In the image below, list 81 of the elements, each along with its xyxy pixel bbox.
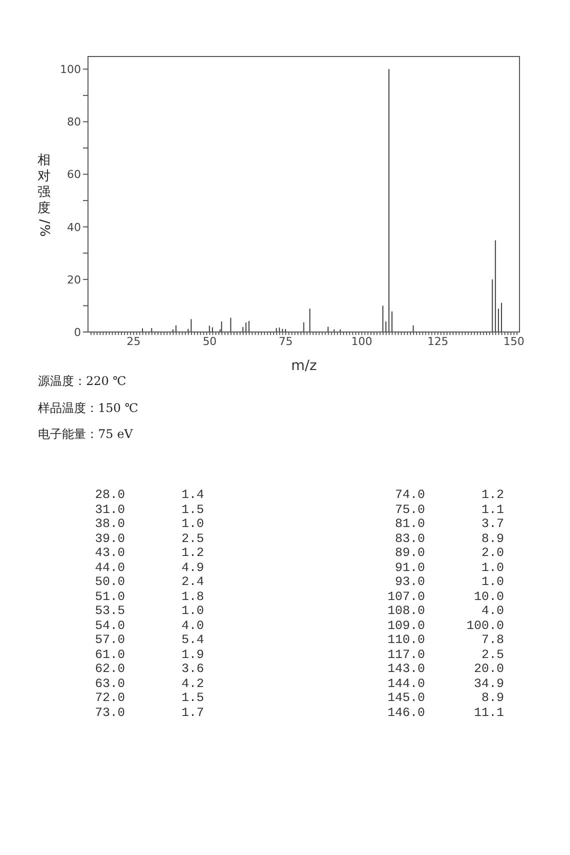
text: 1.0 [181,604,204,618]
x-tick-label: 100 [351,334,372,348]
text: 1.0 [181,517,204,531]
category-label: 61.0 [94,648,125,662]
category-label: 50.0 [94,575,125,590]
category-label: 28.0 [94,488,125,502]
text: 8.9 [481,691,504,705]
x-tick-label: 150 [503,334,524,348]
category-label: 89.0 [394,546,425,560]
y-tick-label: 60 [67,168,81,182]
text: 20.0 [474,662,504,676]
text: 1.0 [481,560,504,574]
text: 1.8 [181,590,204,604]
text: 4.9 [181,560,204,574]
category-label: 74.0 [394,488,425,502]
text: 1.5 [181,502,204,516]
category-label: 83.0 [394,532,425,546]
category-label: 93.0 [394,575,425,590]
text: 1.1 [481,502,504,516]
category-label: 43.0 [94,546,125,560]
text: 样品温度：150 ℃ [38,400,138,416]
category-label: 117.0 [386,648,425,662]
text: 3.7 [481,517,504,531]
category-label: 75.0 [394,502,425,517]
category-label: 146.0 [386,706,425,720]
text: 34.9 [474,676,504,690]
text: 1.9 [181,648,204,662]
y-tick-label: 40 [67,220,81,234]
x-axis-title: m/z [291,358,317,374]
category-label: 143.0 [386,662,425,676]
category-label: 110.0 [386,633,425,648]
category-label: 51.0 [94,590,125,604]
category-label: 81.0 [394,517,425,532]
category-label: 144.0 [386,676,425,691]
y-tick-label: 80 [67,116,81,129]
text: 1.7 [181,706,204,720]
category-label: 39.0 [94,532,125,546]
category-label: 62.0 [94,662,125,676]
text: 7.8 [481,633,504,647]
category-label: 44.0 [94,560,125,575]
text: 100.0 [466,618,504,632]
text: 2.5 [181,532,204,546]
x-tick-label: 75 [278,334,293,348]
category-label: 63.0 [94,676,125,691]
text: 3.6 [181,662,204,676]
text: 10.0 [474,590,504,604]
x-tick-label: 125 [427,334,448,348]
text: 1.5 [181,691,204,705]
category-label: 53.5 [94,604,125,618]
text: 4.2 [181,676,204,690]
text: 电子能量：75 eV [38,426,133,442]
y-axis-title: 相对强度/% [36,153,52,238]
text: 1.4 [181,488,204,502]
x-tick-label: 50 [202,334,217,348]
text: 5.4 [181,633,204,647]
text: 2.4 [181,575,204,589]
category-label: 38.0 [94,517,125,532]
category-label: 54.0 [94,618,125,633]
category-label: 57.0 [94,633,125,648]
text: 1.2 [181,546,204,560]
category-label: 31.0 [94,502,125,517]
y-tick-label: 0 [74,326,81,339]
category-label: 108.0 [386,604,425,618]
text: 4.0 [481,604,504,618]
y-tick-label: 20 [67,273,81,286]
category-label: 91.0 [394,560,425,575]
text: 1.0 [481,575,504,589]
x-tick-label: 25 [126,334,141,348]
category-label: 73.0 [94,706,125,720]
text: 2.5 [481,648,504,662]
text: 1.2 [481,488,504,502]
y-tick-label: 100 [60,63,81,76]
text: 8.9 [481,532,504,546]
text: 4.0 [181,618,204,632]
category-label: 145.0 [386,691,425,706]
text: 11.1 [474,706,504,720]
text: 源温度：220 ℃ [38,373,126,389]
category-label: 109.0 [386,618,425,633]
text: 2.0 [481,546,504,560]
category-label: 72.0 [94,691,125,706]
category-label: 107.0 [386,590,425,604]
